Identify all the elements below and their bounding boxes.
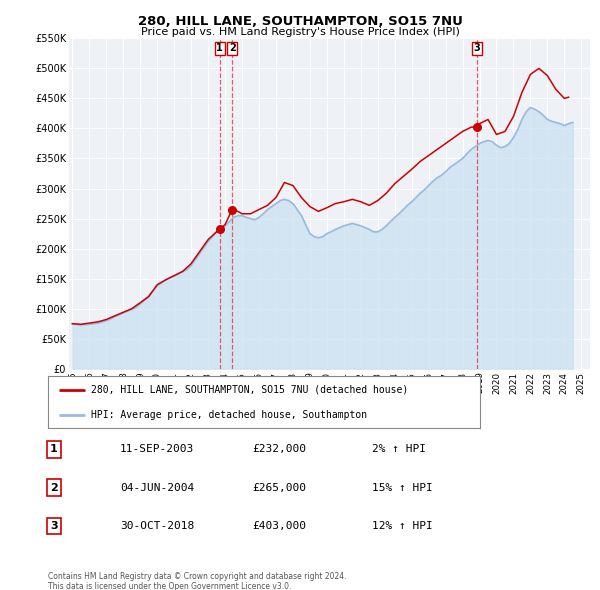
Text: 1: 1 (217, 43, 223, 53)
Text: £265,000: £265,000 (252, 483, 306, 493)
Text: £232,000: £232,000 (252, 444, 306, 454)
Text: HPI: Average price, detached house, Southampton: HPI: Average price, detached house, Sout… (91, 410, 367, 419)
Text: 3: 3 (473, 43, 480, 53)
Text: 12% ↑ HPI: 12% ↑ HPI (372, 521, 433, 531)
Text: 2: 2 (50, 483, 58, 493)
Text: 3: 3 (50, 521, 58, 531)
Text: 280, HILL LANE, SOUTHAMPTON, SO15 7NU: 280, HILL LANE, SOUTHAMPTON, SO15 7NU (137, 15, 463, 28)
Text: 11-SEP-2003: 11-SEP-2003 (120, 444, 194, 454)
Text: 2% ↑ HPI: 2% ↑ HPI (372, 444, 426, 454)
Text: This data is licensed under the Open Government Licence v3.0.: This data is licensed under the Open Gov… (48, 582, 292, 590)
Text: 30-OCT-2018: 30-OCT-2018 (120, 521, 194, 531)
Text: £403,000: £403,000 (252, 521, 306, 531)
Text: 15% ↑ HPI: 15% ↑ HPI (372, 483, 433, 493)
Text: 1: 1 (50, 444, 58, 454)
Text: 2: 2 (229, 43, 236, 53)
Text: 04-JUN-2004: 04-JUN-2004 (120, 483, 194, 493)
Text: 280, HILL LANE, SOUTHAMPTON, SO15 7NU (detached house): 280, HILL LANE, SOUTHAMPTON, SO15 7NU (d… (91, 385, 409, 395)
Text: Price paid vs. HM Land Registry's House Price Index (HPI): Price paid vs. HM Land Registry's House … (140, 27, 460, 37)
Text: Contains HM Land Registry data © Crown copyright and database right 2024.: Contains HM Land Registry data © Crown c… (48, 572, 347, 581)
